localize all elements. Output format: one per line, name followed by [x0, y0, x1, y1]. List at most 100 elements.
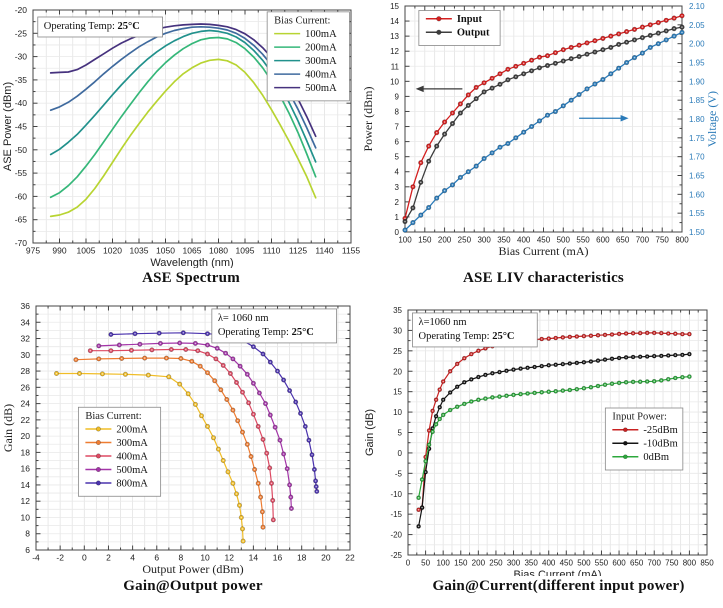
svg-text:700: 700 — [636, 236, 650, 245]
svg-text:Gain (dB): Gain (dB) — [364, 409, 376, 456]
svg-text:8: 8 — [25, 529, 30, 539]
ase-liv-chart: 100 150 200 250 300 350 400 450 500 550 600 650 700 7… — [361, 2, 719, 258]
svg-text:300: 300 — [477, 236, 491, 245]
svg-text:Bias Current:: Bias Current: — [274, 15, 330, 26]
svg-text:500: 500 — [577, 559, 591, 568]
svg-text:750: 750 — [665, 559, 679, 568]
svg-text:Bias Current (mA): Bias Current (mA) — [513, 569, 601, 576]
ase-spectrum-chart: 975 990 1005 1020 1035 1050 1065 1080 1095 1110 11… — [2, 5, 360, 268]
svg-text:0: 0 — [82, 553, 87, 563]
svg-text:-35: -35 — [15, 75, 28, 85]
svg-text:-60: -60 — [15, 191, 28, 201]
axes: -4 -2 0 2 4 6 8 10 12 14 16 18 20 2268101214161820222… — [1, 301, 355, 576]
svg-text:6: 6 — [25, 545, 30, 555]
svg-text:6: 6 — [154, 553, 159, 563]
series-Voltage — [402, 29, 685, 233]
svg-text:18: 18 — [297, 553, 307, 563]
svg-text:250: 250 — [458, 236, 472, 245]
svg-text:-65: -65 — [15, 215, 28, 225]
svg-text:Output Power (dBm): Output Power (dBm) — [142, 562, 243, 576]
svg-text:1110: 1110 — [263, 246, 281, 256]
svg-text:1155: 1155 — [342, 246, 360, 256]
svg-text:-25dBm: -25dBm — [643, 425, 677, 436]
svg-text:Output: Output — [457, 28, 490, 39]
svg-text:-50: -50 — [15, 145, 28, 155]
svg-text:650: 650 — [630, 559, 644, 568]
axes: 100 150 200 250 300 350 400 450 500 550 600 650 700 7… — [361, 2, 719, 258]
svg-text:450: 450 — [560, 559, 574, 568]
svg-text:800mA: 800mA — [116, 478, 148, 489]
svg-text:0dBm: 0dBm — [643, 452, 669, 463]
svg-text:150: 150 — [418, 236, 432, 245]
svg-text:-2: -2 — [56, 553, 64, 563]
annotation-box: Operating Temp: 25°C — [37, 16, 163, 38]
svg-text:1: 1 — [395, 213, 400, 222]
legend: Bias Current: 200mA 300mA 400mA 500mA 800mA — [77, 406, 162, 497]
svg-text:-15: -15 — [390, 510, 402, 519]
svg-text:7: 7 — [395, 123, 400, 132]
svg-text:2: 2 — [106, 553, 111, 563]
series-300mA — [73, 355, 266, 530]
svg-text:-30: -30 — [15, 52, 28, 62]
svg-text:-10dBm: -10dBm — [643, 439, 677, 450]
legend: Bias Current: 100mA 200mA 300mA 400mA 500mA — [266, 11, 350, 102]
svg-text:20: 20 — [393, 367, 402, 376]
axis-arrow — [579, 115, 629, 122]
svg-text:16: 16 — [273, 553, 283, 563]
svg-text:10: 10 — [393, 408, 402, 417]
svg-text:2.05: 2.05 — [689, 21, 705, 30]
svg-text:15: 15 — [393, 388, 402, 397]
axes: 0 50 100 150 200 250 300 350 400 450 500 550 600 650 7… — [364, 306, 714, 576]
series-Output — [402, 24, 685, 225]
svg-text:ASE Power (dBm): ASE Power (dBm) — [2, 82, 14, 171]
svg-text:300mA: 300mA — [305, 56, 337, 67]
svg-text:1.65: 1.65 — [689, 172, 705, 181]
svg-text:11: 11 — [391, 62, 400, 71]
svg-text:1095: 1095 — [236, 246, 255, 256]
svg-text:15: 15 — [390, 2, 399, 11]
svg-text:4: 4 — [395, 168, 400, 177]
svg-text:6: 6 — [395, 138, 400, 147]
svg-text:-20: -20 — [390, 531, 402, 540]
svg-text:0: 0 — [395, 228, 400, 237]
svg-text:600: 600 — [596, 236, 610, 245]
svg-text:350: 350 — [497, 236, 511, 245]
svg-text:20: 20 — [321, 553, 331, 563]
svg-text:350: 350 — [524, 559, 538, 568]
axis-arrow — [415, 85, 463, 93]
svg-text:Input: Input — [457, 14, 483, 25]
svg-text:100: 100 — [436, 559, 450, 568]
svg-text:200: 200 — [472, 559, 486, 568]
svg-text:600: 600 — [612, 559, 626, 568]
svg-text:10: 10 — [390, 77, 399, 86]
svg-text:1065: 1065 — [183, 246, 202, 256]
svg-text:500mA: 500mA — [116, 465, 148, 476]
svg-text:5: 5 — [398, 429, 403, 438]
svg-text:25: 25 — [393, 347, 402, 356]
svg-text:1.55: 1.55 — [689, 209, 705, 218]
svg-text:200: 200 — [438, 236, 452, 245]
svg-text:990: 990 — [52, 246, 66, 256]
svg-text:400: 400 — [542, 559, 556, 568]
svg-text:5: 5 — [395, 153, 400, 162]
svg-text:Operating Temp: 25°C: Operating Temp: 25°C — [418, 331, 514, 342]
svg-text:16: 16 — [21, 464, 31, 474]
svg-text:Bias Current:: Bias Current: — [85, 411, 141, 422]
svg-text:24: 24 — [21, 399, 31, 409]
svg-text:9: 9 — [395, 92, 400, 101]
svg-text:0: 0 — [398, 449, 403, 458]
svg-text:200mA: 200mA — [305, 42, 337, 53]
svg-text:14: 14 — [249, 553, 259, 563]
chart-title-gain-current: Gain@Current(different input power) — [432, 578, 685, 594]
svg-text:λ= 1060 nm: λ= 1060 nm — [218, 313, 269, 324]
svg-text:-10: -10 — [390, 490, 402, 499]
axes: 975 990 1005 1020 1035 1050 1065 1080 1095 1110 11… — [2, 5, 360, 268]
svg-text:10: 10 — [21, 512, 31, 522]
svg-text:34: 34 — [21, 317, 31, 327]
legend: Input Output — [418, 10, 501, 46]
svg-text:-20: -20 — [15, 5, 28, 15]
svg-text:1050: 1050 — [156, 246, 175, 256]
series-200mA — [53, 371, 246, 544]
svg-text:500: 500 — [557, 236, 571, 245]
